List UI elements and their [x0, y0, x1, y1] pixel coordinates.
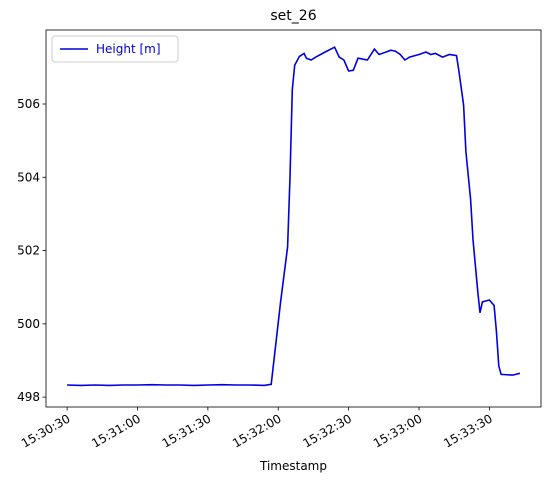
y-tick-label: 506	[17, 97, 40, 111]
x-tick-label: 15:32:30	[300, 411, 354, 450]
legend-label: Height [m]	[96, 42, 161, 56]
legend-box	[51, 35, 179, 63]
y-tick-label: 498	[17, 390, 40, 404]
chart-title: set_26	[270, 8, 316, 24]
plot-frame	[45, 29, 542, 408]
x-tick-label: 15:30:30	[19, 411, 73, 450]
line	[67, 46, 521, 387]
x-tick-label: 15:33:00	[371, 411, 425, 450]
x-axis-label: Timestamp	[259, 459, 327, 473]
x-tick-label: 15:33:30	[441, 411, 495, 450]
x-tick-label: 15:31:00	[89, 411, 143, 450]
y-tick-label: 504	[17, 170, 40, 184]
x-tick-label: 15:32:00	[230, 411, 284, 450]
y-tick-label: 502	[17, 244, 40, 258]
y-tick-label: 500	[17, 317, 40, 331]
x-tick-label: 15:31:30	[160, 411, 214, 450]
